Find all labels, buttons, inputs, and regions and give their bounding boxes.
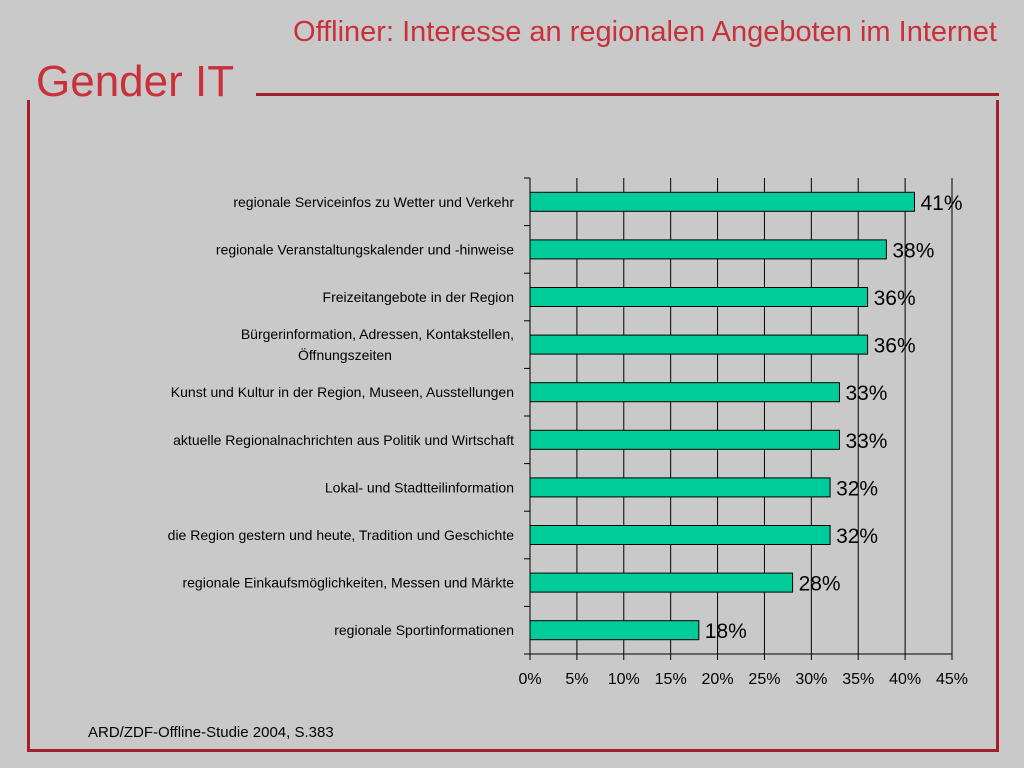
x-tick-label: 40% — [889, 671, 921, 688]
category-label: aktuelle Regionalnachrichten aus Politik… — [173, 432, 514, 448]
frame-right-line — [996, 100, 999, 752]
frame-top-line — [256, 93, 999, 96]
bar — [529, 382, 840, 403]
x-tick-label: 5% — [565, 671, 588, 688]
data-label: 36% — [874, 335, 916, 358]
x-tick-label: 20% — [702, 671, 734, 688]
bar — [529, 334, 869, 355]
category-label: regionale Einkaufsmöglichkeiten, Messen … — [182, 575, 514, 591]
data-label: 33% — [845, 430, 887, 453]
x-tick-label: 0% — [518, 671, 541, 688]
x-tick-label: 30% — [795, 671, 827, 688]
category-label: Bürgerinformation, Adressen, Kontakstell… — [241, 326, 514, 342]
bar — [529, 572, 794, 593]
x-tick-label: 35% — [842, 671, 874, 688]
category-label: regionale Sportinformationen — [334, 622, 514, 638]
data-label: 32% — [836, 477, 878, 500]
data-label: 32% — [836, 525, 878, 548]
bar — [529, 525, 831, 545]
category-label: regionale Serviceinfos zu Wetter und Ver… — [233, 194, 514, 210]
category-label: Freizeitangebote in der Region — [323, 289, 514, 305]
category-label: die Region gestern und heute, Tradition … — [168, 527, 515, 543]
data-label: 41% — [920, 192, 962, 215]
bar — [529, 620, 700, 641]
source-citation: ARD/ZDF-Offline-Studie 2004, S.383 — [88, 724, 334, 741]
bar — [529, 239, 887, 260]
frame-bottom-line — [27, 749, 999, 752]
bar — [529, 191, 915, 212]
category-label: Lokal- und Stadtteilinformation — [325, 479, 514, 495]
data-label: 38% — [892, 239, 934, 262]
bar — [529, 429, 840, 450]
category-label: regionale Veranstaltungskalender und -hi… — [216, 241, 514, 257]
x-tick-label: 15% — [655, 671, 687, 688]
category-label: Kunst und Kultur in der Region, Museen, … — [171, 384, 514, 400]
x-tick-label: 45% — [936, 671, 968, 688]
slide-title: Offliner: Interesse an regionalen Angebo… — [293, 16, 997, 48]
bar — [529, 477, 831, 498]
brand-title: Gender IT — [36, 57, 235, 106]
frame-left-line — [27, 100, 30, 752]
bar — [529, 287, 869, 307]
data-label: 18% — [705, 620, 747, 643]
data-label: 33% — [845, 382, 887, 405]
data-label: 36% — [874, 287, 916, 310]
category-label: Öffnungszeiten — [298, 346, 392, 363]
data-label: 28% — [799, 573, 841, 596]
x-tick-label: 10% — [608, 671, 640, 688]
x-tick-label: 25% — [748, 671, 780, 688]
